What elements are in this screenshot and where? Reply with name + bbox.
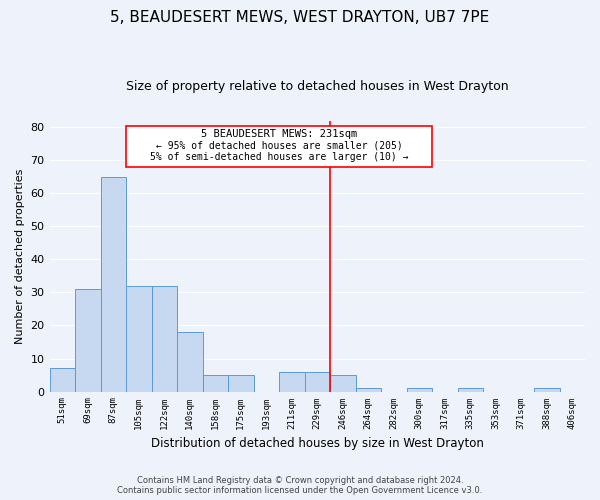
Bar <box>75 289 101 392</box>
Text: 5, BEAUDESERT MEWS, WEST DRAYTON, UB7 7PE: 5, BEAUDESERT MEWS, WEST DRAYTON, UB7 7P… <box>110 10 490 25</box>
Bar <box>279 372 305 392</box>
Bar <box>305 372 330 392</box>
Bar <box>177 332 203 392</box>
Y-axis label: Number of detached properties: Number of detached properties <box>15 168 25 344</box>
Bar <box>203 375 228 392</box>
Bar <box>50 368 75 392</box>
Text: ← 95% of detached houses are smaller (205): ← 95% of detached houses are smaller (20… <box>155 140 403 150</box>
Bar <box>534 388 560 392</box>
Bar <box>407 388 432 392</box>
Bar <box>228 375 254 392</box>
Title: Size of property relative to detached houses in West Drayton: Size of property relative to detached ho… <box>126 80 509 93</box>
Text: 5% of semi-detached houses are larger (10) →: 5% of semi-detached houses are larger (1… <box>150 152 408 162</box>
Text: Contains HM Land Registry data © Crown copyright and database right 2024.
Contai: Contains HM Land Registry data © Crown c… <box>118 476 482 495</box>
X-axis label: Distribution of detached houses by size in West Drayton: Distribution of detached houses by size … <box>151 437 484 450</box>
Bar <box>101 176 126 392</box>
Bar <box>330 375 356 392</box>
Bar <box>356 388 381 392</box>
Bar <box>126 286 152 392</box>
Bar <box>152 286 177 392</box>
FancyBboxPatch shape <box>126 126 432 167</box>
Bar <box>458 388 483 392</box>
Text: 5 BEAUDESERT MEWS: 231sqm: 5 BEAUDESERT MEWS: 231sqm <box>201 129 357 139</box>
